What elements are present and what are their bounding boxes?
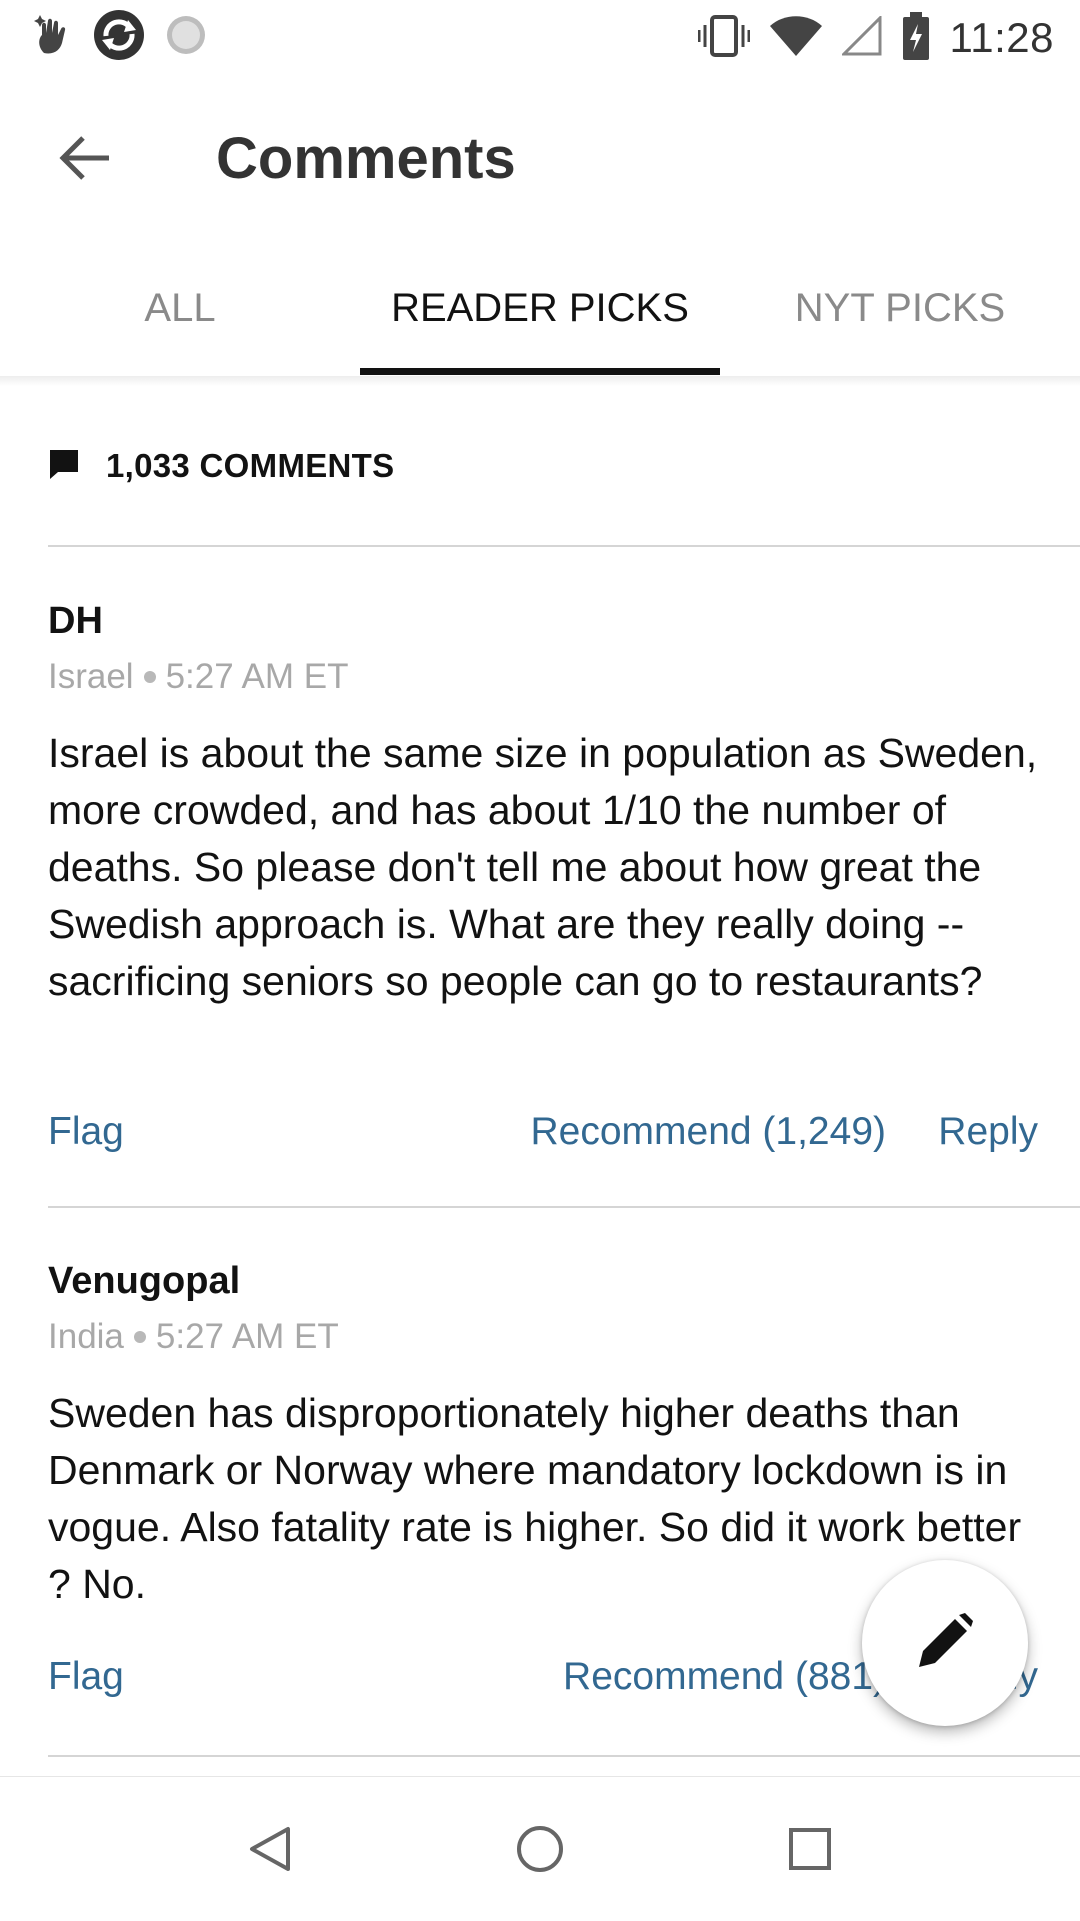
recommend-button[interactable]: Recommend (1,249) [530, 1110, 887, 1153]
comment-actions: Flag Recommend (1,249) Reply [48, 1110, 1038, 1170]
comment-item: DH Israel 5:27 AM ET Israel is about the… [48, 600, 1038, 1160]
comment-author[interactable]: DH [48, 600, 103, 642]
recommend-button[interactable]: Recommend (881) [563, 1655, 886, 1698]
comment-count-row: 1,033 COMMENTS [48, 438, 394, 494]
cell-signal-icon [839, 13, 882, 61]
battery-charging-icon [902, 11, 930, 65]
status-bar: 11:28 [0, 0, 1080, 75]
comment-item: Venugopal India 5:27 AM ET Sweden has di… [48, 1260, 1038, 1740]
nav-recents-button[interactable] [770, 1811, 850, 1891]
divider [48, 1206, 1080, 1208]
system-nav-bar [0, 1776, 1080, 1921]
meta-separator-dot [143, 671, 156, 683]
status-clock: 11:28 [949, 14, 1054, 61]
comment-location: Israel [48, 657, 134, 696]
loading-circle-icon [164, 13, 208, 62]
pencil-icon [915, 1611, 975, 1676]
comment-time: 5:27 AM ET [165, 657, 349, 696]
page-title: Comments [216, 126, 516, 191]
meta-separator-dot [133, 1331, 146, 1343]
divider [48, 1755, 1080, 1757]
comment-body: Sweden has disproportionately higher dea… [48, 1390, 1022, 1607]
nav-back-icon [248, 1825, 292, 1878]
active-tab-indicator [360, 368, 720, 375]
hand-sparkle-icon [34, 13, 74, 62]
app-bar: Comments [0, 75, 1080, 240]
nav-home-icon [515, 1824, 565, 1879]
comment-body: Israel is about the same size in populat… [48, 730, 1038, 1004]
tab-reader-picks[interactable]: READER PICKS [391, 285, 689, 330]
comment-location: India [48, 1317, 124, 1356]
status-right-icons: 11:28 [697, 6, 1055, 70]
refresh-circle-icon [92, 8, 146, 67]
vibrate-icon [697, 13, 750, 64]
reply-button[interactable]: Reply [938, 1110, 1038, 1153]
comment-bubble-icon [48, 448, 80, 485]
flag-button[interactable]: Flag [48, 1110, 124, 1153]
comment-count-label: 1,033 COMMENTS [106, 447, 395, 484]
divider [48, 545, 1080, 547]
wifi-icon [769, 15, 822, 61]
tab-nyt-picks[interactable]: NYT PICKS [794, 285, 1006, 330]
nav-recents-icon [788, 1827, 832, 1876]
write-comment-button[interactable] [862, 1560, 1028, 1726]
tabs-shadow [0, 376, 1080, 386]
nav-back-button[interactable] [230, 1811, 310, 1891]
tab-bar: ALL READER PICKS NYT PICKS [0, 240, 1080, 380]
comment-time: 5:27 AM ET [155, 1317, 339, 1356]
comment-meta: India 5:27 AM ET [48, 1317, 1038, 1357]
comment-author[interactable]: Venugopal [48, 1260, 241, 1302]
tab-all[interactable]: ALL [144, 285, 216, 330]
back-button[interactable] [50, 125, 120, 195]
arrow-left-icon [59, 135, 111, 186]
status-left-icons [34, 10, 208, 65]
flag-button[interactable]: Flag [48, 1655, 124, 1698]
nav-home-button[interactable] [500, 1811, 580, 1891]
comment-meta: Israel 5:27 AM ET [48, 657, 1038, 697]
